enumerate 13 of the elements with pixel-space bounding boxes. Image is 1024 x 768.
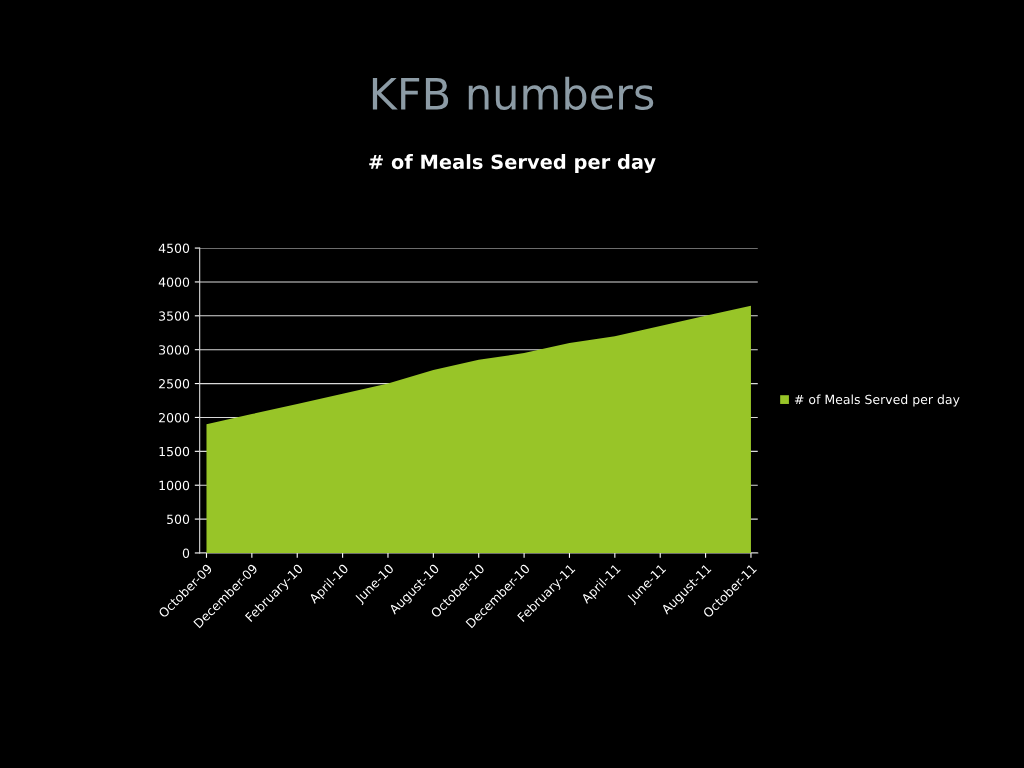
y-tick-label: 4000: [158, 277, 190, 287]
y-tick-label: 1500: [159, 446, 190, 457]
y-tick-label: 2500: [159, 379, 190, 389]
y-tick-label: 2000: [159, 412, 190, 423]
chart-subtitle: # of Meals Served per day: [369, 154, 656, 174]
y-tick-label: 500: [167, 514, 190, 525]
chart-title: KFB numbers: [372, 76, 654, 111]
y-tick-label: 0: [182, 548, 190, 558]
y-tick-label: 3500: [159, 311, 190, 321]
y-tick-label: 1000: [159, 480, 190, 491]
legend-label: # of Meals Served per day: [794, 394, 960, 407]
y-tick-label: 3000: [159, 345, 190, 355]
y-tick-label: 4500: [158, 243, 190, 253]
